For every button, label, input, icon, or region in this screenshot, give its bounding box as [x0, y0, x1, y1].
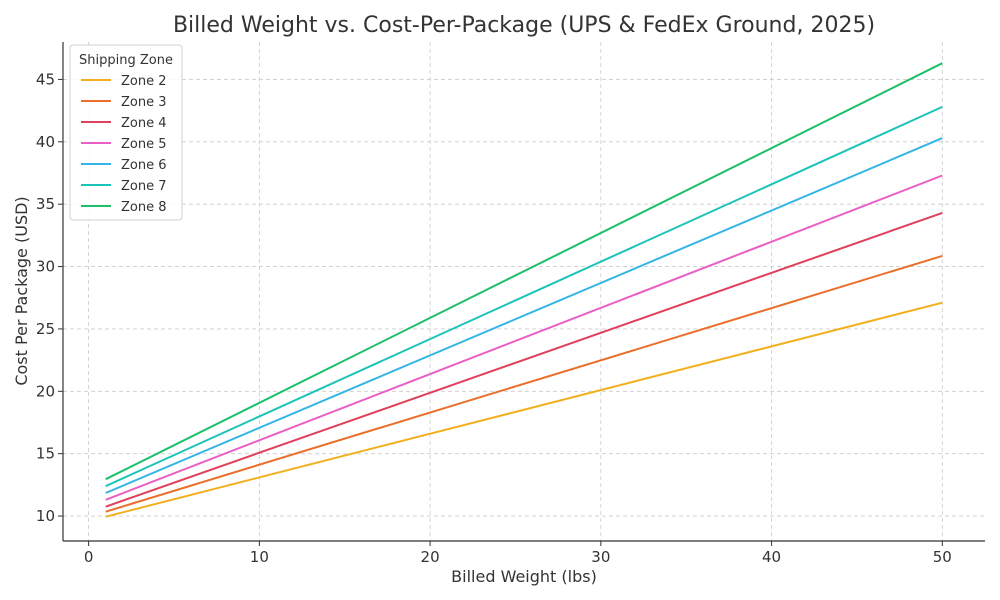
series-lines [105, 62, 943, 518]
y-tick-label: 15 [36, 445, 55, 463]
series-line-zone-7 [105, 105, 943, 488]
y-tick-label: 25 [36, 320, 55, 338]
legend-label: Zone 6 [121, 158, 167, 173]
x-tick-label: 0 [84, 548, 94, 566]
series-line-zone-3 [105, 254, 943, 513]
series-line-zone-6 [105, 137, 943, 494]
x-tick-label: 30 [591, 548, 610, 566]
y-tick-label: 40 [36, 133, 55, 151]
axes: 0 10 20 30 40 50 10 15 20 25 30 35 40 45 [36, 42, 985, 566]
x-tick-label: 50 [933, 548, 952, 566]
legend-items: Zone 2 Zone 3 Zone 4 Zone 5 Zone 6 Zone 7 Zone… [81, 74, 167, 215]
series-line-zone-5 [105, 174, 943, 501]
chart-title: Billed Weight vs. Cost-Per-Package (UPS … [173, 13, 875, 38]
grid [63, 42, 985, 541]
x-tick-label: 10 [250, 548, 269, 566]
series-line-zone-8 [105, 62, 943, 481]
legend-label: Zone 3 [121, 95, 167, 110]
legend-title: Shipping Zone [79, 53, 173, 68]
y-tick-label: 35 [36, 195, 55, 213]
x-axis-label: Billed Weight (lbs) [451, 567, 597, 586]
y-tick-label: 30 [36, 258, 55, 276]
x-tick-label: 20 [421, 548, 440, 566]
legend-label: Zone 8 [121, 200, 167, 215]
series-line-zone-4 [105, 211, 943, 508]
y-tick-label: 45 [36, 70, 55, 88]
y-axis-label: Cost Per Package (USD) [12, 196, 31, 385]
x-tick-label: 40 [762, 548, 781, 566]
y-tick-label: 20 [36, 382, 55, 400]
legend-label: Zone 2 [121, 74, 167, 89]
legend-label: Zone 5 [121, 137, 167, 152]
legend-box [69, 44, 183, 221]
legend-label: Zone 7 [121, 179, 167, 194]
series-line-zone-2 [105, 301, 943, 518]
legend-label: Zone 4 [121, 116, 167, 131]
y-tick-label: 10 [36, 507, 55, 525]
